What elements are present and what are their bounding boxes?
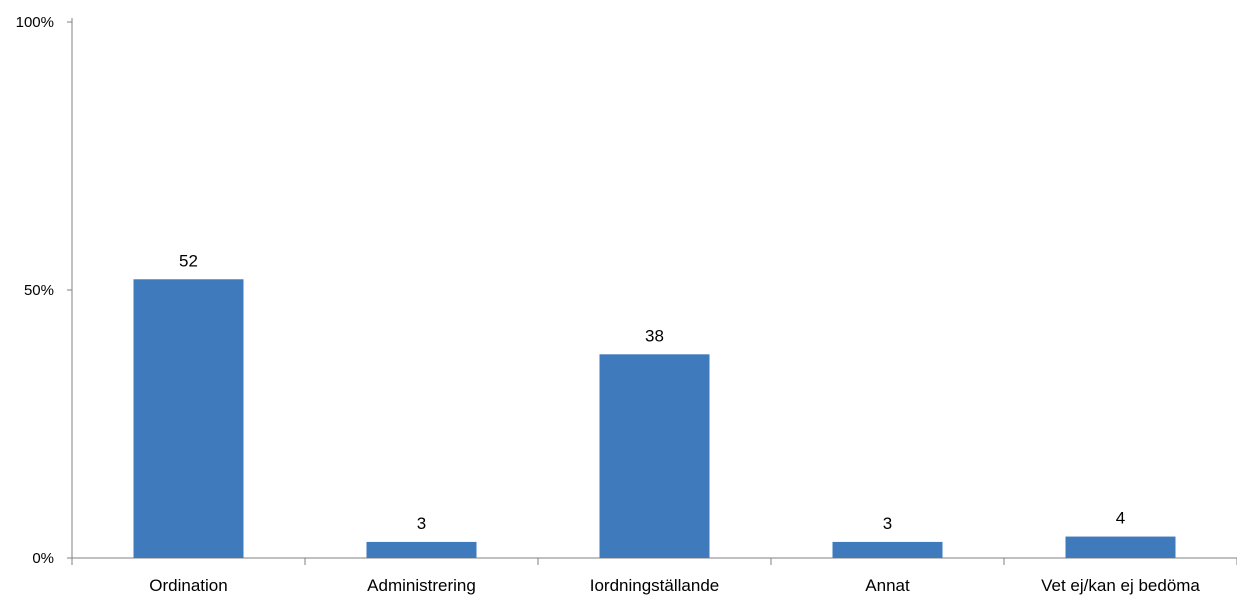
- bar: [599, 354, 710, 558]
- data-label: 3: [417, 514, 426, 533]
- x-tick-label: Vet ej/kan ej bedöma: [1041, 576, 1200, 595]
- bar: [1065, 536, 1176, 558]
- bar: [366, 541, 477, 558]
- data-label: 4: [1116, 509, 1125, 528]
- y-tick-label: 100%: [16, 14, 54, 31]
- bars: [133, 279, 1176, 558]
- data-label: 38: [645, 326, 664, 345]
- data-label: 3: [883, 514, 892, 533]
- data-labels: 52 3 38 3 4: [179, 251, 1125, 533]
- x-tick-label: Ordination: [149, 576, 227, 595]
- data-label: 52: [179, 251, 198, 270]
- bar: [832, 541, 943, 558]
- y-tick-label: 50%: [24, 282, 54, 299]
- y-tick-label: 0%: [32, 550, 54, 567]
- x-axis: Ordination Administrering Iordningställand…: [71, 557, 1237, 595]
- y-axis: 0% 50% 100%: [16, 14, 73, 567]
- bar: [133, 279, 244, 558]
- x-tick-label: Annat: [865, 576, 910, 595]
- x-tick-label: Iordningställande: [590, 576, 719, 595]
- x-tick-label: Administrering: [367, 576, 476, 595]
